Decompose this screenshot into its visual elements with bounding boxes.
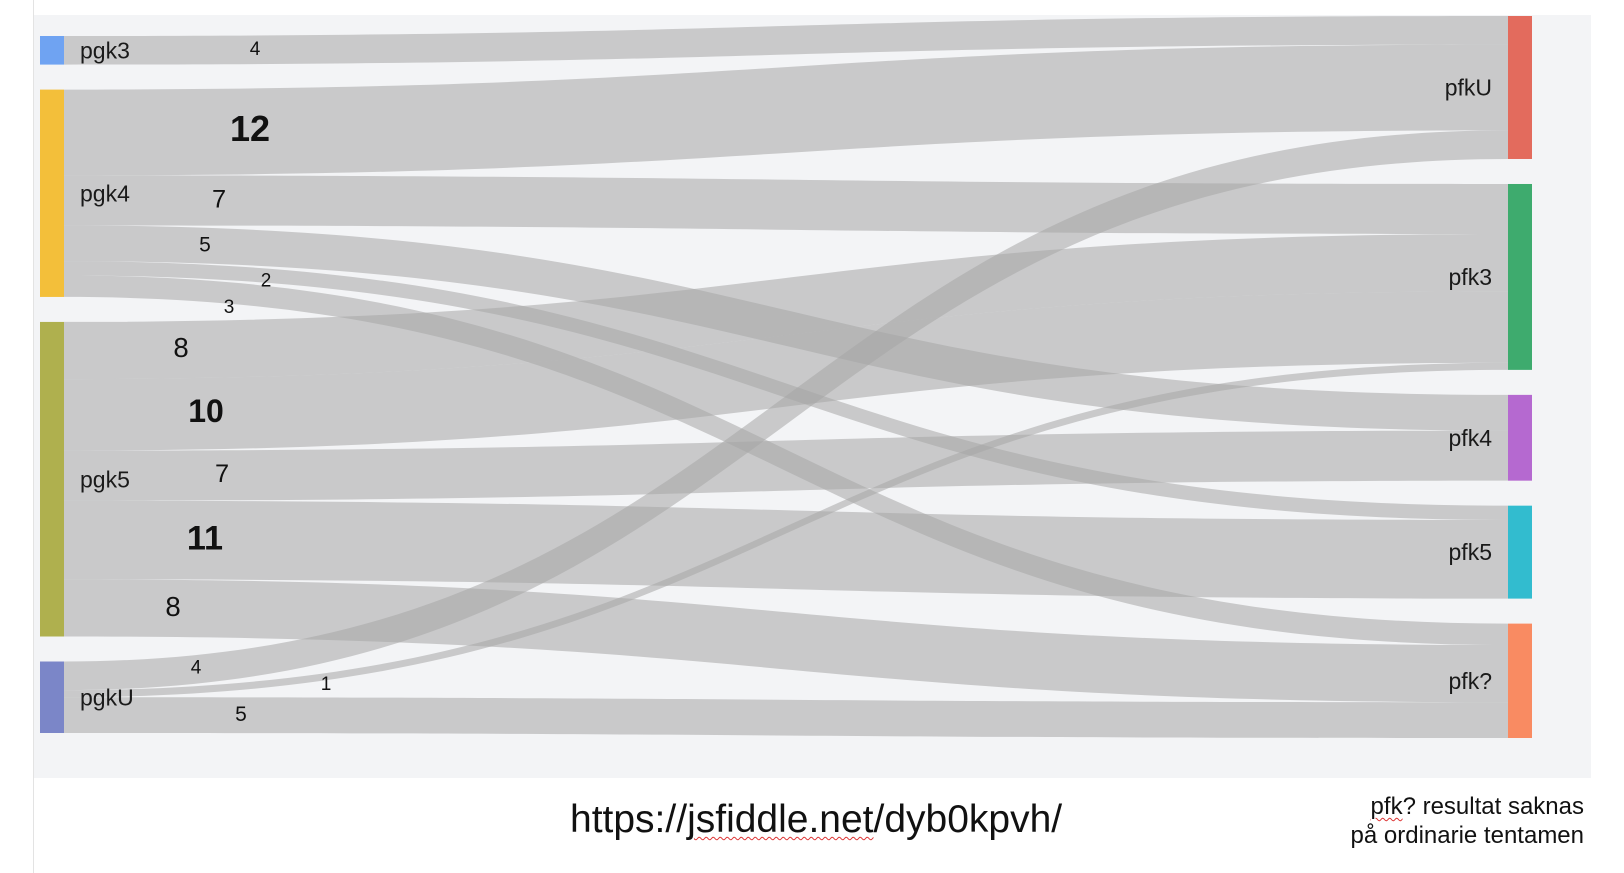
url-domain: jsfiddle.net — [687, 798, 874, 841]
link-value-pgk4-pfk3: 7 — [212, 185, 226, 213]
link-pgk5-to-pfk3[interactable] — [64, 234, 1508, 380]
link-pgk5-to-pfk3[interactable] — [64, 291, 1508, 451]
link-value-pgku-pfk3: 1 — [321, 674, 332, 695]
link-value-pgk4-pfk5: 2 — [261, 270, 272, 291]
link-value-pgku-pfku: 4 — [191, 658, 202, 679]
node-pgk3[interactable] — [40, 36, 64, 65]
node-label-pgk4: pgk4 — [80, 180, 130, 206]
node-label-pgku: pgkU — [80, 684, 134, 710]
node-label-pfk5: pfk5 — [1449, 539, 1492, 565]
node-pgk4[interactable] — [40, 89, 64, 297]
note-line-1-rest: ? resultat saknas — [1402, 793, 1584, 820]
link-pgku-to-pfku[interactable] — [64, 130, 1508, 691]
node-label-pgk5: pgk5 — [80, 466, 130, 492]
node-pgku[interactable] — [40, 661, 64, 733]
link-pgk4-to-pfku[interactable] — [64, 44, 1508, 176]
note-line-1: pfk? resultat saknas — [1351, 792, 1584, 821]
note-pfk-word: pfk — [1370, 793, 1403, 820]
node-pgk5[interactable] — [40, 321, 64, 637]
nodes-layer — [40, 16, 1532, 738]
node-pfku[interactable] — [1508, 16, 1532, 159]
node-pfk4[interactable] — [1508, 394, 1532, 481]
node-label-pfku: pfkU — [1445, 75, 1492, 101]
link-value-pgk4-pfk4: 5 — [199, 233, 211, 256]
link-value-pgk5-pfk5: 11 — [187, 519, 223, 557]
node-label-pfk4: pfk4 — [1449, 425, 1493, 451]
node-label-pfk3: pfk3 — [1449, 264, 1492, 290]
node-pfkq[interactable] — [1508, 623, 1532, 738]
link-value-pgk4-pfku: 12 — [230, 108, 270, 149]
link-pgk5-to-pfk5[interactable] — [64, 500, 1508, 599]
link-value-pgk3-pfku: 4 — [250, 39, 261, 60]
link-value-pgk5-pfk3: 10 — [188, 393, 224, 429]
link-value-pgk5-pfkq: 8 — [165, 591, 180, 622]
jsfiddle-url[interactable]: https://jsfiddle.net/dyb0kpvh/ — [570, 798, 1062, 842]
link-pgku-to-pfk3[interactable] — [64, 362, 1508, 698]
node-label-pfkq: pfk? — [1449, 668, 1492, 694]
node-pfk5[interactable] — [1508, 505, 1532, 599]
link-pgk5-to-pfk4[interactable] — [64, 430, 1508, 501]
url-prefix: https:// — [570, 798, 688, 841]
link-value-pgk5-pfk3: 8 — [173, 332, 188, 363]
node-pfk3[interactable] — [1508, 183, 1532, 370]
link-value-pgk4-pfkq: 3 — [224, 297, 235, 318]
link-value-pgku-pfkq: 5 — [235, 703, 247, 726]
url-path: /dyb0kpvh/ — [873, 798, 1063, 841]
note-line-2: på ordinarie tentamen — [1350, 822, 1584, 849]
missing-result-note: pfk? resultat saknas på ordinarie tentam… — [1351, 792, 1584, 850]
link-pgk3-to-pfku[interactable] — [64, 16, 1508, 65]
node-labels-layer: pgk3 pgk4 pgk5 pgkU pfkU pfk3 pfk4 pfk5 pfk? — [80, 37, 1492, 710]
link-value-pgk5-pfk4: 7 — [215, 460, 229, 488]
link-pgk4-to-pfk3[interactable] — [64, 175, 1508, 235]
links-layer — [64, 16, 1508, 738]
link-pgku-to-pfkq[interactable] — [64, 697, 1508, 738]
node-label-pgk3: pgk3 — [80, 37, 130, 63]
